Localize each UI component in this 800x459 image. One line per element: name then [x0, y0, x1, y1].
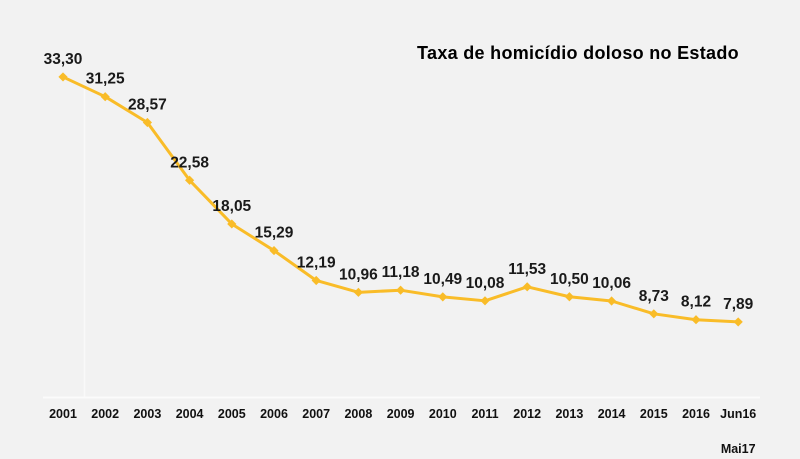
x-axis-label-2006: 2006 — [260, 407, 288, 421]
data-point-marker-2009 — [396, 285, 406, 295]
data-point-marker-2011 — [480, 296, 490, 306]
data-point-label-2015: 8,73 — [639, 288, 670, 305]
data-point-label-2005: 18,05 — [212, 198, 251, 215]
data-point-label-2006: 15,29 — [255, 225, 294, 242]
data-point-marker-2001 — [58, 72, 68, 82]
data-point-label-2008: 10,96 — [339, 266, 378, 283]
data-point-label-2001: 33,30 — [44, 51, 83, 68]
data-point-marker-2016 — [691, 315, 701, 325]
x-axis-label-Jun16: Jun16 — [720, 407, 756, 421]
x-axis-label-2009: 2009 — [387, 407, 415, 421]
series-line — [61, 75, 740, 324]
x-axis-label-2003: 2003 — [133, 407, 161, 421]
data-point-label-2013: 10,50 — [550, 271, 589, 288]
chart-title: Taxa de homicídio doloso no Estado — [417, 43, 739, 63]
data-point-label-2012: 11,53 — [508, 261, 546, 278]
data-point-marker-2006 — [269, 245, 279, 256]
data-point-label-2010: 10,49 — [423, 271, 462, 288]
data-point-marker-2015 — [649, 309, 659, 319]
data-point-label-2004: 22,58 — [170, 154, 209, 171]
data-point-marker-2008 — [353, 287, 363, 297]
data-point-marker-Jun16 — [733, 317, 743, 327]
x-axis-label-2005: 2005 — [218, 407, 246, 421]
data-point-label-2009: 11,18 — [382, 264, 420, 281]
data-point-marker-2002 — [100, 92, 110, 102]
data-point-label-2016: 8,12 — [681, 294, 711, 311]
data-point-marker-2010 — [438, 292, 448, 302]
x-axis-label-2007: 2007 — [302, 407, 330, 421]
data-point-marker-2003 — [142, 117, 152, 128]
data-point-marker-2013 — [564, 292, 574, 302]
x-axis-label-2002: 2002 — [91, 407, 119, 421]
x-axis-label-2001: 2001 — [49, 407, 77, 421]
x-axis-label-line2: Mai17 — [721, 442, 756, 456]
data-point-label-Jun16: 7,89 — [723, 296, 754, 313]
data-point-marker-2007 — [311, 275, 321, 286]
x-axis-label-2012: 2012 — [513, 407, 541, 421]
data-point-marker-2005 — [227, 219, 237, 229]
x-axis-label-2013: 2013 — [555, 407, 583, 421]
x-axis-label-2016: 2016 — [682, 407, 710, 421]
x-axis-label-2011: 2011 — [471, 407, 498, 421]
x-axis-label-2008: 2008 — [344, 407, 372, 421]
data-point-marker-2014 — [607, 296, 617, 306]
data-point-label-2007: 12,19 — [297, 254, 336, 271]
data-point-label-2011: 10,08 — [466, 275, 505, 292]
x-axis-label-2010: 2010 — [429, 407, 457, 421]
x-axis-label-2014: 2014 — [598, 407, 626, 421]
data-point-label-2003: 28,57 — [128, 97, 167, 114]
data-point-label-2014: 10,06 — [592, 275, 631, 292]
data-point-marker-2012 — [522, 282, 532, 292]
x-axis-label-2015: 2015 — [640, 407, 668, 421]
data-point-marker-2004 — [185, 175, 195, 185]
data-point-label-2002: 31,25 — [86, 71, 125, 88]
x-axis-label-2004: 2004 — [176, 407, 204, 421]
